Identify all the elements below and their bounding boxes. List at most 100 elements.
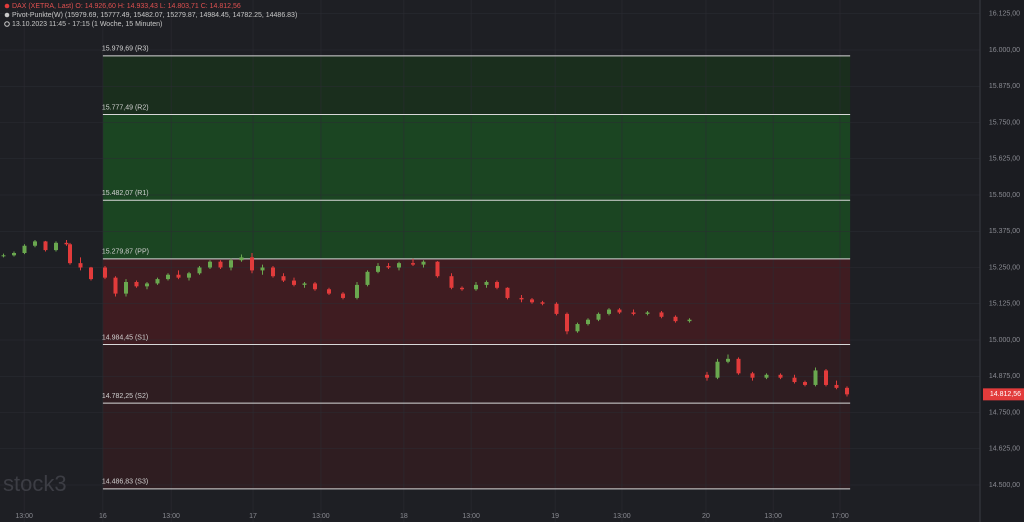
candle-body <box>596 313 601 320</box>
pivot-zone <box>102 200 851 259</box>
pivot-zone <box>102 258 851 345</box>
candle-body <box>736 358 741 374</box>
candle-body <box>386 266 391 268</box>
last-price-tag <box>983 388 1024 401</box>
grid <box>0 0 980 522</box>
candle-body <box>33 241 37 246</box>
candle-body <box>421 261 426 265</box>
candle-body <box>260 267 265 271</box>
candle-body <box>197 267 202 274</box>
candle-body <box>715 361 720 378</box>
x-tick-label: 13:00 <box>162 513 180 520</box>
candle-body <box>239 257 244 261</box>
icon <box>4 21 10 27</box>
candle-body <box>397 263 401 268</box>
candle-body <box>103 267 107 278</box>
candle-body <box>134 281 139 287</box>
candle-body <box>673 316 678 322</box>
candle-body <box>145 283 149 287</box>
period: 13.10.2023 11:45 - 17:15 (1 Woche, 15 Mi… <box>12 21 162 28</box>
pivot-zones <box>102 55 851 489</box>
candle-body <box>327 289 331 294</box>
candle-body <box>313 283 317 290</box>
candle-body <box>187 273 191 278</box>
x-tick-label: 13:00 <box>15 513 33 520</box>
y-tick-label: 15.625,00 <box>989 156 1020 163</box>
watermark: stock3 <box>3 471 67 496</box>
candle-body <box>12 252 16 256</box>
pivot-label: 15.979,69 (R3) <box>102 46 149 53</box>
pivot-zone <box>102 114 851 201</box>
candle-body <box>586 319 590 325</box>
candle-body <box>43 241 48 251</box>
candle-body <box>54 242 58 251</box>
candle-body <box>89 267 93 280</box>
candle-body <box>341 293 345 298</box>
x-tick-label: 17 <box>249 513 257 520</box>
candles: 15.979,69 (R3) 15.777,49 (R2) 15.482,07 (R… <box>1 46 851 490</box>
candle-body <box>764 374 769 378</box>
y-tick-label: 15.000,00 <box>989 337 1020 344</box>
pivot-label: 15.482,07 (R1) <box>102 190 149 197</box>
candle-body <box>554 303 559 314</box>
candle-body <box>68 244 72 264</box>
x-tick-label: 16 <box>99 513 107 520</box>
pivot-label: 15.279,87 (PP) <box>102 249 149 256</box>
icon <box>4 3 10 9</box>
candle-body <box>687 319 692 322</box>
x-tick-label: 13:00 <box>613 513 631 520</box>
candle-body <box>460 287 464 290</box>
candle-body <box>292 280 296 285</box>
candle-body <box>365 271 370 285</box>
candle-body <box>449 276 454 288</box>
candle-body <box>726 358 730 362</box>
x-tick-label: 18 <box>400 513 408 520</box>
candle-body <box>705 374 709 378</box>
candle-body <box>78 263 83 268</box>
candle-body <box>218 261 223 268</box>
candle-body <box>792 377 797 383</box>
candle-body <box>113 277 118 294</box>
candle-body <box>176 274 181 278</box>
pivot-label: 14.782,25 (S2) <box>102 393 148 400</box>
candle-body <box>155 279 160 284</box>
pivot-zone <box>102 403 851 489</box>
x-tick-label: 13:00 <box>462 513 480 520</box>
axes: 16.125,00 16.000,00 15.875,00 15.750,00 15.6… <box>15 11 1024 520</box>
candle-body <box>281 276 286 281</box>
candle-body <box>607 309 611 314</box>
candle-body <box>250 257 254 271</box>
candle-body <box>484 281 489 285</box>
candle-body <box>355 284 359 298</box>
y-tick-label: 14.875,00 <box>989 373 1020 380</box>
candle-body <box>271 267 275 277</box>
candle-body <box>302 283 307 285</box>
indicator: Pivot-Punkte(W) (15979.69, 15777.49, 154… <box>12 12 297 19</box>
candle-body <box>645 312 650 314</box>
candle-body <box>575 324 580 332</box>
y-tick-label: 15.750,00 <box>989 119 1020 126</box>
candle-body <box>803 382 807 385</box>
candle-body <box>435 261 440 277</box>
pivot-label: 15.777,49 (R2) <box>102 104 149 111</box>
candle-body <box>659 312 664 317</box>
candle-body <box>229 260 233 268</box>
x-tick-label: 13:00 <box>764 513 782 520</box>
candle-body <box>565 313 569 332</box>
y-tick-label: 15.500,00 <box>989 192 1020 199</box>
candle-body <box>1 255 6 257</box>
y-axis-panel <box>980 0 1024 522</box>
candle-body <box>166 274 170 280</box>
candle-body <box>750 373 755 378</box>
candle-body <box>540 302 545 304</box>
candle-body <box>778 374 783 378</box>
y-tick-label: 14.500,00 <box>989 482 1020 489</box>
candle-body <box>813 370 818 385</box>
x-tick-label: 19 <box>551 513 559 520</box>
candle-body <box>208 261 212 268</box>
y-tick-label: 16.000,00 <box>989 47 1020 54</box>
candle-body <box>617 309 622 313</box>
y-tick-label: 15.125,00 <box>989 301 1020 308</box>
pivot-zone <box>102 344 851 404</box>
